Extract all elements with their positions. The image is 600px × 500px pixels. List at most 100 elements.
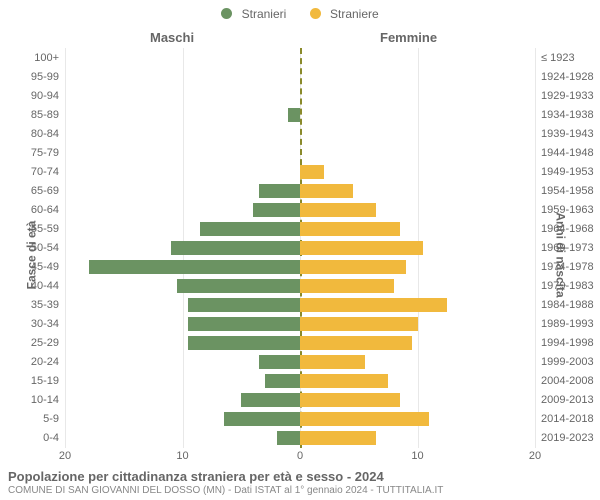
birth-year-label: 2014-2018 bbox=[541, 413, 600, 425]
bar-female bbox=[300, 355, 365, 369]
age-row: 65-691954-1958 bbox=[65, 181, 535, 200]
birth-year-label: 2009-2013 bbox=[541, 394, 600, 406]
age-label: 100+ bbox=[0, 52, 59, 64]
legend-item-female: Straniere bbox=[310, 6, 379, 21]
birth-year-label: ≤ 1923 bbox=[541, 52, 600, 64]
age-row: 50-541969-1973 bbox=[65, 238, 535, 257]
birth-year-label: 1969-1973 bbox=[541, 242, 600, 254]
birth-year-label: 1964-1968 bbox=[541, 223, 600, 235]
bar-female bbox=[300, 241, 423, 255]
age-label: 85-89 bbox=[0, 109, 59, 121]
population-pyramid-chart: Stranieri Straniere Maschi Femmine Fasce… bbox=[0, 0, 600, 500]
birth-year-label: 1984-1988 bbox=[541, 299, 600, 311]
birth-year-label: 1944-1948 bbox=[541, 147, 600, 159]
bar-male bbox=[259, 184, 300, 198]
age-label: 80-84 bbox=[0, 128, 59, 140]
bar-female bbox=[300, 431, 376, 445]
age-row: 10-142009-2013 bbox=[65, 390, 535, 409]
bar-female bbox=[300, 298, 447, 312]
birth-year-label: 2004-2008 bbox=[541, 375, 600, 387]
birth-year-label: 1994-1998 bbox=[541, 337, 600, 349]
bar-male bbox=[241, 393, 300, 407]
age-row: 75-791944-1948 bbox=[65, 143, 535, 162]
bar-male bbox=[259, 355, 300, 369]
legend-swatch-female bbox=[310, 8, 321, 19]
bar-male bbox=[177, 279, 300, 293]
x-tick-label: 10 bbox=[411, 450, 423, 462]
age-row: 5-92014-2018 bbox=[65, 409, 535, 428]
bar-male bbox=[188, 336, 300, 350]
bar-female bbox=[300, 184, 353, 198]
bar-female bbox=[300, 393, 400, 407]
bar-female bbox=[300, 336, 412, 350]
legend-swatch-male bbox=[221, 8, 232, 19]
x-tick-label: 20 bbox=[59, 450, 71, 462]
age-label: 35-39 bbox=[0, 299, 59, 311]
x-axis: 201001020 bbox=[65, 450, 535, 466]
bar-male bbox=[188, 317, 300, 331]
age-label: 50-54 bbox=[0, 242, 59, 254]
birth-year-label: 1979-1983 bbox=[541, 280, 600, 292]
bar-female bbox=[300, 279, 394, 293]
x-tick-label: 10 bbox=[176, 450, 188, 462]
age-label: 75-79 bbox=[0, 147, 59, 159]
age-row: 35-391984-1988 bbox=[65, 295, 535, 314]
x-tick-label: 0 bbox=[297, 450, 303, 462]
age-label: 95-99 bbox=[0, 71, 59, 83]
x-tick-label: 20 bbox=[529, 450, 541, 462]
age-row: 100+≤ 1923 bbox=[65, 48, 535, 67]
bar-male bbox=[265, 374, 300, 388]
birth-year-label: 1934-1938 bbox=[541, 109, 600, 121]
footer-subtitle: COMUNE DI SAN GIOVANNI DEL DOSSO (MN) - … bbox=[8, 485, 592, 496]
bar-male bbox=[253, 203, 300, 217]
age-label: 60-64 bbox=[0, 204, 59, 216]
column-header-male: Maschi bbox=[150, 30, 194, 45]
legend-label-male: Stranieri bbox=[242, 7, 287, 21]
bar-male bbox=[89, 260, 301, 274]
legend-label-female: Straniere bbox=[330, 7, 379, 21]
gridline bbox=[535, 48, 536, 448]
birth-year-label: 1974-1978 bbox=[541, 261, 600, 273]
age-row: 55-591964-1968 bbox=[65, 219, 535, 238]
birth-year-label: 1924-1928 bbox=[541, 71, 600, 83]
legend: Stranieri Straniere bbox=[0, 6, 600, 21]
age-row: 80-841939-1943 bbox=[65, 124, 535, 143]
age-label: 90-94 bbox=[0, 90, 59, 102]
age-label: 10-14 bbox=[0, 394, 59, 406]
footer-title: Popolazione per cittadinanza straniera p… bbox=[8, 469, 592, 484]
bar-female bbox=[300, 317, 418, 331]
age-label: 5-9 bbox=[0, 413, 59, 425]
chart-footer: Popolazione per cittadinanza straniera p… bbox=[8, 469, 592, 496]
age-row: 30-341989-1993 bbox=[65, 314, 535, 333]
birth-year-label: 2019-2023 bbox=[541, 432, 600, 444]
bar-male bbox=[200, 222, 300, 236]
age-row: 60-641959-1963 bbox=[65, 200, 535, 219]
age-label: 30-34 bbox=[0, 318, 59, 330]
age-row: 20-241999-2003 bbox=[65, 352, 535, 371]
birth-year-label: 1929-1933 bbox=[541, 90, 600, 102]
column-header-female: Femmine bbox=[380, 30, 437, 45]
birth-year-label: 1989-1993 bbox=[541, 318, 600, 330]
birth-year-label: 1949-1953 bbox=[541, 166, 600, 178]
bar-male bbox=[277, 431, 301, 445]
age-label: 40-44 bbox=[0, 280, 59, 292]
legend-item-male: Stranieri bbox=[221, 6, 286, 21]
bar-female bbox=[300, 260, 406, 274]
age-row: 15-192004-2008 bbox=[65, 371, 535, 390]
plot-area: 0-42019-20235-92014-201810-142009-201315… bbox=[65, 48, 535, 448]
birth-year-label: 1939-1943 bbox=[541, 128, 600, 140]
bar-female bbox=[300, 374, 388, 388]
age-label: 20-24 bbox=[0, 356, 59, 368]
age-row: 40-441979-1983 bbox=[65, 276, 535, 295]
bar-female bbox=[300, 222, 400, 236]
age-row: 85-891934-1938 bbox=[65, 105, 535, 124]
age-row: 0-42019-2023 bbox=[65, 428, 535, 447]
age-label: 15-19 bbox=[0, 375, 59, 387]
age-row: 25-291994-1998 bbox=[65, 333, 535, 352]
bar-female bbox=[300, 203, 376, 217]
age-label: 25-29 bbox=[0, 337, 59, 349]
bar-male bbox=[288, 108, 300, 122]
age-label: 70-74 bbox=[0, 166, 59, 178]
age-label: 0-4 bbox=[0, 432, 59, 444]
birth-year-label: 1999-2003 bbox=[541, 356, 600, 368]
